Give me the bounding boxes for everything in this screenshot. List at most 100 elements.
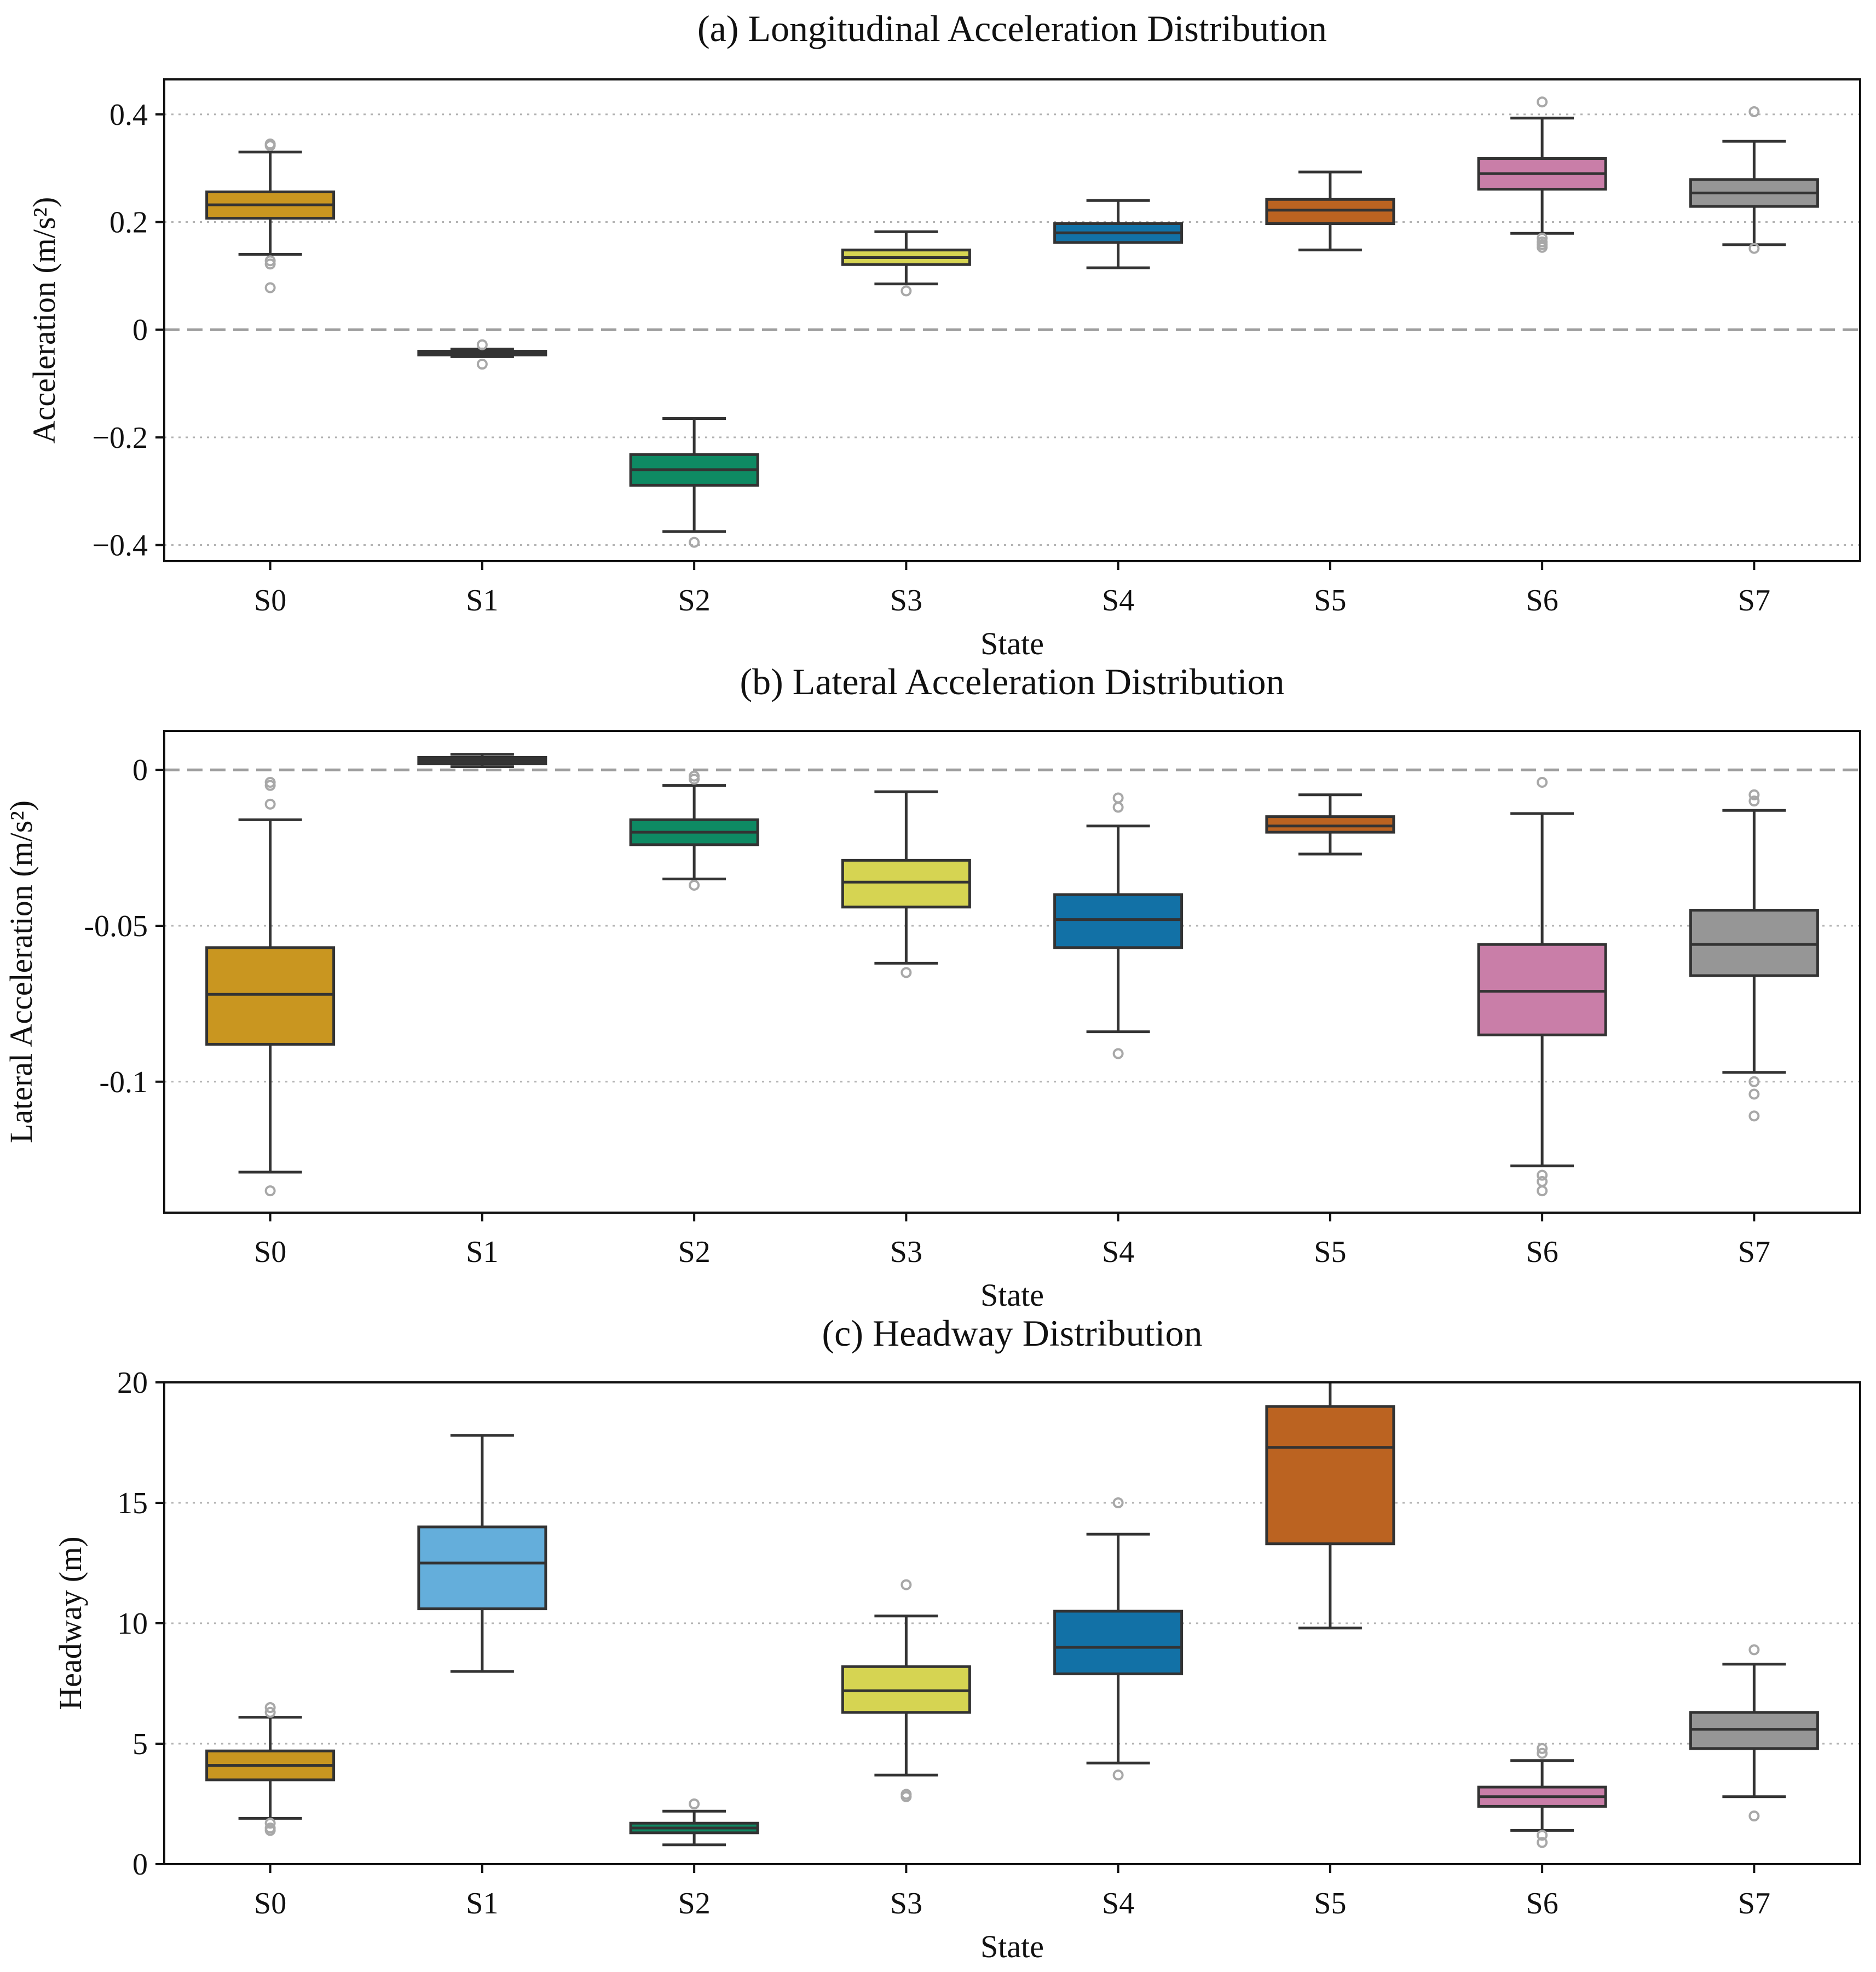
- box-S4: [1053, 1497, 1184, 1781]
- x-tick-label: S0: [254, 584, 286, 618]
- iqr-box: [205, 946, 336, 1046]
- box-S1: [417, 753, 547, 769]
- x-tick-label: S7: [1738, 1235, 1770, 1269]
- outlier-point: [264, 1825, 276, 1836]
- outlier-point: [264, 258, 276, 270]
- y-axis-label: Headway (m): [53, 1536, 88, 1710]
- iqr-box: [417, 1525, 547, 1611]
- outlier-point: [1748, 795, 1760, 807]
- outlier-point: [264, 1706, 276, 1718]
- outlier-point: [1537, 776, 1548, 788]
- iqr-box: [1689, 909, 1819, 977]
- outlier-point: [1748, 789, 1760, 800]
- outlier-point: [689, 1798, 700, 1809]
- panel-1: (b) Lateral Acceleration Distribution -0.…: [3, 661, 1861, 1313]
- y-tick-label: 0: [132, 1848, 148, 1882]
- box-S4: [1053, 792, 1184, 1059]
- outlier-point: [1748, 1110, 1760, 1122]
- outlier-point: [1112, 1497, 1124, 1508]
- x-tick-label: S1: [466, 584, 498, 618]
- axes-frame: [163, 78, 1861, 562]
- x-tick-label: S4: [1102, 1235, 1134, 1269]
- outlier-point: [1748, 106, 1760, 117]
- x-tick-label: S6: [1526, 1235, 1558, 1269]
- outlier-point: [1112, 1769, 1124, 1781]
- box-S6: [1477, 96, 1607, 253]
- box-S2: [629, 1798, 759, 1847]
- x-tick-label: S7: [1738, 1887, 1770, 1921]
- x-tick-label: S0: [254, 1887, 286, 1921]
- x-tick-label: S6: [1526, 584, 1558, 618]
- x-tick-label: S4: [1102, 1887, 1134, 1921]
- iqr-box: [1477, 943, 1607, 1036]
- outlier-point: [1748, 1810, 1760, 1821]
- panel-title: (b) Lateral Acceleration Distribution: [740, 661, 1284, 702]
- box-S5: [1265, 793, 1395, 856]
- y-axis-label: Acceleration (m/s²): [26, 197, 62, 444]
- x-axis-label: State: [980, 1277, 1044, 1313]
- box-S2: [629, 417, 759, 548]
- outlier-point: [264, 1185, 276, 1197]
- outlier-point: [264, 1702, 276, 1713]
- outlier-point: [1748, 1076, 1760, 1087]
- box-S5: [1265, 170, 1395, 252]
- outlier-point: [689, 774, 700, 785]
- x-axis-label: State: [980, 626, 1044, 661]
- y-tick-label: 0: [132, 313, 148, 347]
- x-tick-label: S3: [890, 1235, 922, 1269]
- outlier-point: [901, 1791, 912, 1802]
- outlier-point: [264, 140, 276, 151]
- outlier-point: [1537, 241, 1548, 253]
- outlier-point: [1537, 1176, 1548, 1187]
- outlier-point: [1748, 1644, 1760, 1656]
- box-S6: [1477, 1743, 1607, 1848]
- outlier-point: [476, 359, 488, 370]
- box-S0: [205, 138, 336, 293]
- outlier-point: [1112, 1048, 1124, 1059]
- iqr-box: [1265, 815, 1395, 834]
- box-S7: [1689, 106, 1819, 254]
- x-tick-label: S3: [890, 1887, 922, 1921]
- panel-2: (c) Headway Distribution 0 5 10 15 20 S0 S1 S2 S3…: [53, 1312, 1861, 1964]
- outlier-point: [1537, 1837, 1548, 1848]
- iqr-box: [1265, 1405, 1395, 1546]
- y-tick-label: 15: [117, 1486, 148, 1520]
- box-S7: [1689, 789, 1819, 1122]
- y-tick-label: 10: [117, 1607, 148, 1641]
- plot-area: [205, 1382, 1819, 1848]
- y-tick-label: −0.4: [92, 529, 148, 563]
- box-S1: [417, 1434, 547, 1673]
- y-tick-label: -0.05: [84, 909, 148, 943]
- box-S7: [1689, 1644, 1819, 1821]
- y-tick-label: 0.2: [109, 206, 148, 240]
- x-tick-label: S7: [1738, 584, 1770, 618]
- outlier-point: [901, 1579, 912, 1590]
- outlier-point: [476, 339, 488, 350]
- x-tick-label: S2: [678, 584, 711, 618]
- outlier-point: [1112, 802, 1124, 813]
- x-tick-label: S5: [1314, 584, 1346, 618]
- panel-title: (c) Headway Distribution: [822, 1312, 1203, 1354]
- y-tick-label: 20: [117, 1366, 148, 1400]
- panel-0: (a) Longitudinal Acceleration Distributi…: [26, 8, 1861, 661]
- x-tick-label: S2: [678, 1887, 711, 1921]
- outlier-point: [1537, 96, 1548, 108]
- outlier-point: [689, 537, 700, 548]
- x-tick-label: S2: [678, 1235, 711, 1269]
- axes-frame: [163, 730, 1861, 1214]
- box-S5: [1265, 1382, 1395, 1630]
- y-tick-label: 5: [132, 1727, 148, 1761]
- plot-area: [205, 96, 1819, 548]
- x-axis-label: State: [980, 1929, 1044, 1964]
- y-axis-label: Lateral Acceleration (m/s²): [3, 800, 39, 1143]
- x-tick-label: S3: [890, 584, 922, 618]
- box-S6: [1477, 776, 1607, 1197]
- outlier-point: [1537, 1185, 1548, 1197]
- outlier-point: [1537, 1748, 1548, 1759]
- outlier-point: [901, 285, 912, 297]
- outlier-point: [901, 967, 912, 978]
- outlier-point: [689, 879, 700, 891]
- panel-title: (a) Longitudinal Acceleration Distributi…: [697, 8, 1327, 49]
- box-S0: [205, 776, 336, 1197]
- y-tick-label: -0.1: [99, 1065, 148, 1099]
